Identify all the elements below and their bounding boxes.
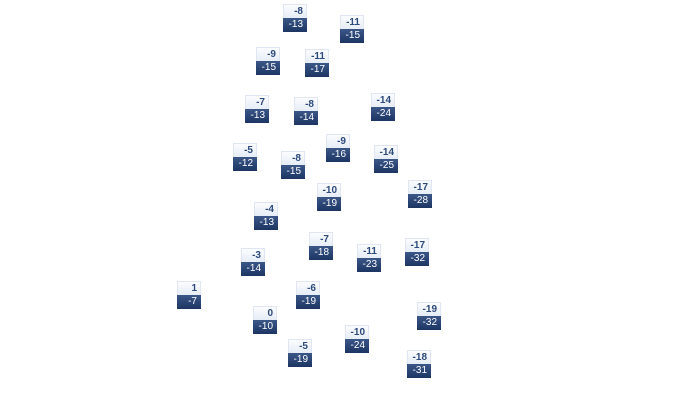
high-temperature: -5 [288,339,312,353]
station-label[interactable]: -8 -13 [283,4,307,32]
high-temperature: -14 [374,145,398,159]
high-temperature: -9 [326,134,350,148]
station-label[interactable]: -14 -24 [371,93,395,121]
station-label[interactable]: -11 -15 [340,15,364,43]
high-temperature: -5 [233,143,257,157]
low-temperature: -24 [371,107,395,121]
station-label[interactable]: -3 -14 [241,248,265,276]
station-label[interactable]: -5 -19 [288,339,312,367]
station-label[interactable]: 1 -7 [177,281,201,309]
station-label[interactable]: -7 -18 [309,232,333,260]
station-label[interactable]: -19 -32 [417,302,441,330]
high-temperature: 1 [177,281,201,295]
low-temperature: -19 [288,353,312,367]
station-label[interactable]: -5 -12 [233,143,257,171]
low-temperature: -32 [405,252,429,266]
low-temperature: -19 [296,295,320,309]
station-label[interactable]: -10 -19 [317,183,341,211]
low-temperature: -14 [294,111,318,125]
high-temperature: -17 [408,180,432,194]
station-label[interactable]: -14 -25 [374,145,398,173]
low-temperature: -23 [357,258,381,272]
low-temperature: -32 [417,316,441,330]
station-label[interactable]: -8 -14 [294,97,318,125]
high-temperature: -6 [296,281,320,295]
station-label[interactable]: -10 -24 [345,325,369,353]
high-temperature: -8 [281,151,305,165]
station-label[interactable]: 0 -10 [253,306,277,334]
low-temperature: -14 [241,262,265,276]
low-temperature: -10 [253,320,277,334]
high-temperature: -3 [241,248,265,262]
high-temperature: -18 [407,350,431,364]
high-temperature: -7 [309,232,333,246]
low-temperature: -25 [374,159,398,173]
station-label[interactable]: -18 -31 [407,350,431,378]
station-label[interactable]: -9 -15 [256,47,280,75]
station-label[interactable]: -11 -23 [357,244,381,272]
low-temperature: -18 [309,246,333,260]
low-temperature: -13 [254,216,278,230]
high-temperature: -10 [345,325,369,339]
high-temperature: -11 [340,15,364,29]
station-label[interactable]: -8 -15 [281,151,305,179]
high-temperature: -17 [405,238,429,252]
low-temperature: -12 [233,157,257,171]
low-temperature: -17 [305,63,329,77]
station-label[interactable]: -7 -13 [245,95,269,123]
high-temperature: -11 [305,49,329,63]
low-temperature: -24 [345,339,369,353]
station-label[interactable]: -6 -19 [296,281,320,309]
low-temperature: -19 [317,197,341,211]
station-label[interactable]: -17 -32 [405,238,429,266]
low-temperature: -31 [407,364,431,378]
high-temperature: -14 [371,93,395,107]
high-temperature: -19 [417,302,441,316]
high-temperature: -7 [245,95,269,109]
station-label[interactable]: -4 -13 [254,202,278,230]
station-label[interactable]: -17 -28 [408,180,432,208]
low-temperature: -13 [283,18,307,32]
low-temperature: -28 [408,194,432,208]
station-label[interactable]: -9 -16 [326,134,350,162]
low-temperature: -15 [340,29,364,43]
high-temperature: -9 [256,47,280,61]
low-temperature: -15 [281,165,305,179]
low-temperature: -16 [326,148,350,162]
high-temperature: -4 [254,202,278,216]
high-temperature: -11 [357,244,381,258]
high-temperature: 0 [253,306,277,320]
low-temperature: -15 [256,61,280,75]
high-temperature: -8 [283,4,307,18]
high-temperature: -10 [317,183,341,197]
high-temperature: -8 [294,97,318,111]
low-temperature: -7 [177,295,201,309]
station-label[interactable]: -11 -17 [305,49,329,77]
low-temperature: -13 [245,109,269,123]
